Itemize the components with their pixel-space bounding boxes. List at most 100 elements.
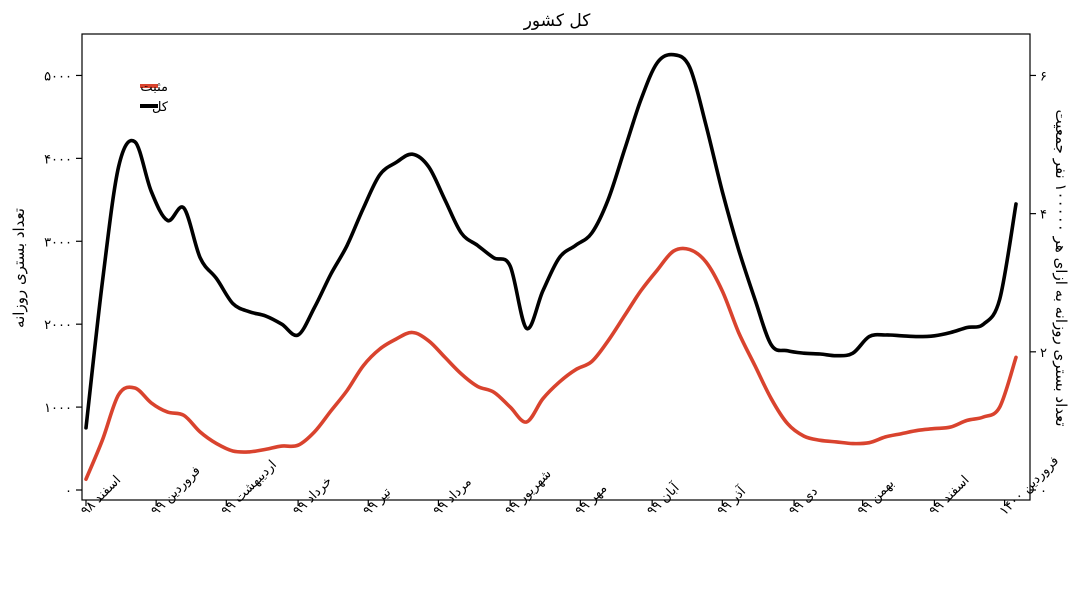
data-point	[966, 419, 968, 422]
data-point	[346, 389, 348, 392]
data-point	[166, 411, 169, 413]
data-point	[819, 439, 821, 442]
data-point	[933, 427, 936, 430]
data-point	[819, 353, 821, 355]
left-tick-label: ۴۰۰۰	[44, 152, 72, 167]
data-point	[982, 323, 985, 326]
data-point	[591, 232, 593, 234]
data-point	[476, 385, 479, 388]
data-point	[134, 387, 136, 389]
data-point	[835, 354, 838, 357]
right-axis: ۰ ۲ ۴ ۶	[1030, 69, 1047, 499]
data-point	[656, 62, 658, 64]
data-point	[281, 445, 283, 447]
data-point	[297, 334, 299, 336]
data-point	[770, 344, 773, 346]
data-point	[444, 199, 446, 201]
series-layer	[84, 52, 1018, 481]
data-point	[852, 352, 854, 355]
data-point	[117, 393, 120, 396]
data-point	[574, 369, 577, 371]
data-point	[542, 398, 544, 400]
data-point	[998, 406, 1001, 408]
data-point	[215, 277, 218, 280]
left-axis: ۰ ۱۰۰۰ ۲۰۰۰ ۳۰۰۰ ۴۰۰۰ ۵۰۰۰	[44, 69, 82, 499]
data-point	[313, 306, 316, 309]
data-point	[998, 298, 1001, 301]
data-point	[737, 248, 740, 251]
data-point	[346, 244, 348, 247]
data-point	[607, 199, 609, 201]
data-point	[754, 364, 756, 367]
data-point	[933, 335, 936, 337]
data-point	[509, 406, 512, 408]
data-point	[378, 174, 381, 176]
data-point	[264, 315, 267, 317]
data-point	[117, 165, 120, 168]
data-point	[770, 398, 773, 400]
data-point	[362, 364, 365, 367]
data-point	[835, 441, 838, 443]
data-point	[558, 381, 560, 384]
data-point	[803, 435, 805, 437]
data-point	[427, 165, 430, 168]
data-point	[1015, 203, 1017, 205]
data-point	[85, 478, 87, 481]
data-point	[248, 451, 250, 453]
legend-label-total: کل	[152, 100, 169, 115]
data-point	[183, 414, 185, 417]
data-point	[199, 257, 201, 259]
left-axis-title: تعداد بستری روزانه	[10, 208, 28, 328]
data-point	[688, 248, 691, 251]
data-point	[493, 391, 495, 394]
data-point	[786, 349, 789, 352]
data-point	[362, 207, 365, 209]
data-point	[476, 244, 479, 247]
chart-title: کل کشور	[523, 11, 592, 31]
data-point	[917, 335, 919, 338]
data-point	[672, 250, 675, 252]
data-point	[639, 99, 642, 102]
data-point	[623, 315, 626, 317]
data-point	[884, 436, 887, 438]
data-point	[901, 432, 903, 435]
data-point	[721, 190, 724, 193]
data-point	[639, 290, 642, 292]
data-point	[949, 426, 952, 428]
data-point	[868, 335, 870, 338]
data-point	[852, 442, 854, 445]
legend: مثبت کل	[140, 80, 169, 115]
right-tick-label: ۴	[1040, 208, 1047, 223]
data-point	[150, 402, 153, 404]
data-point	[737, 331, 740, 334]
data-point	[378, 348, 381, 350]
data-point	[183, 207, 185, 209]
data-point	[329, 410, 332, 413]
right-axis-title: تعداد بستری روزانه به ازای هر ۱۰۰۰۰۰ نفر…	[1052, 109, 1070, 426]
data-point	[101, 439, 104, 442]
data-point	[264, 448, 267, 451]
right-tick-label: ۰	[1040, 484, 1047, 499]
data-point	[525, 327, 528, 330]
data-point	[623, 149, 626, 151]
left-tick-label: ۲۰۰۰	[44, 318, 72, 333]
data-point	[199, 431, 201, 433]
data-point	[542, 290, 544, 292]
data-point	[591, 360, 593, 363]
data-point	[427, 340, 430, 342]
data-point	[901, 335, 903, 337]
data-point	[1015, 356, 1017, 359]
data-point	[884, 334, 887, 336]
data-point	[949, 331, 952, 334]
series-line-positive	[84, 246, 1018, 481]
right-tick-label: ۶	[1040, 69, 1047, 84]
data-point	[248, 310, 250, 313]
data-point	[672, 53, 675, 56]
data-point	[395, 161, 397, 164]
data-point	[688, 66, 691, 68]
data-point	[525, 421, 528, 423]
left-tick-label: ۱۰۰۰	[44, 401, 72, 416]
data-point	[329, 273, 332, 276]
